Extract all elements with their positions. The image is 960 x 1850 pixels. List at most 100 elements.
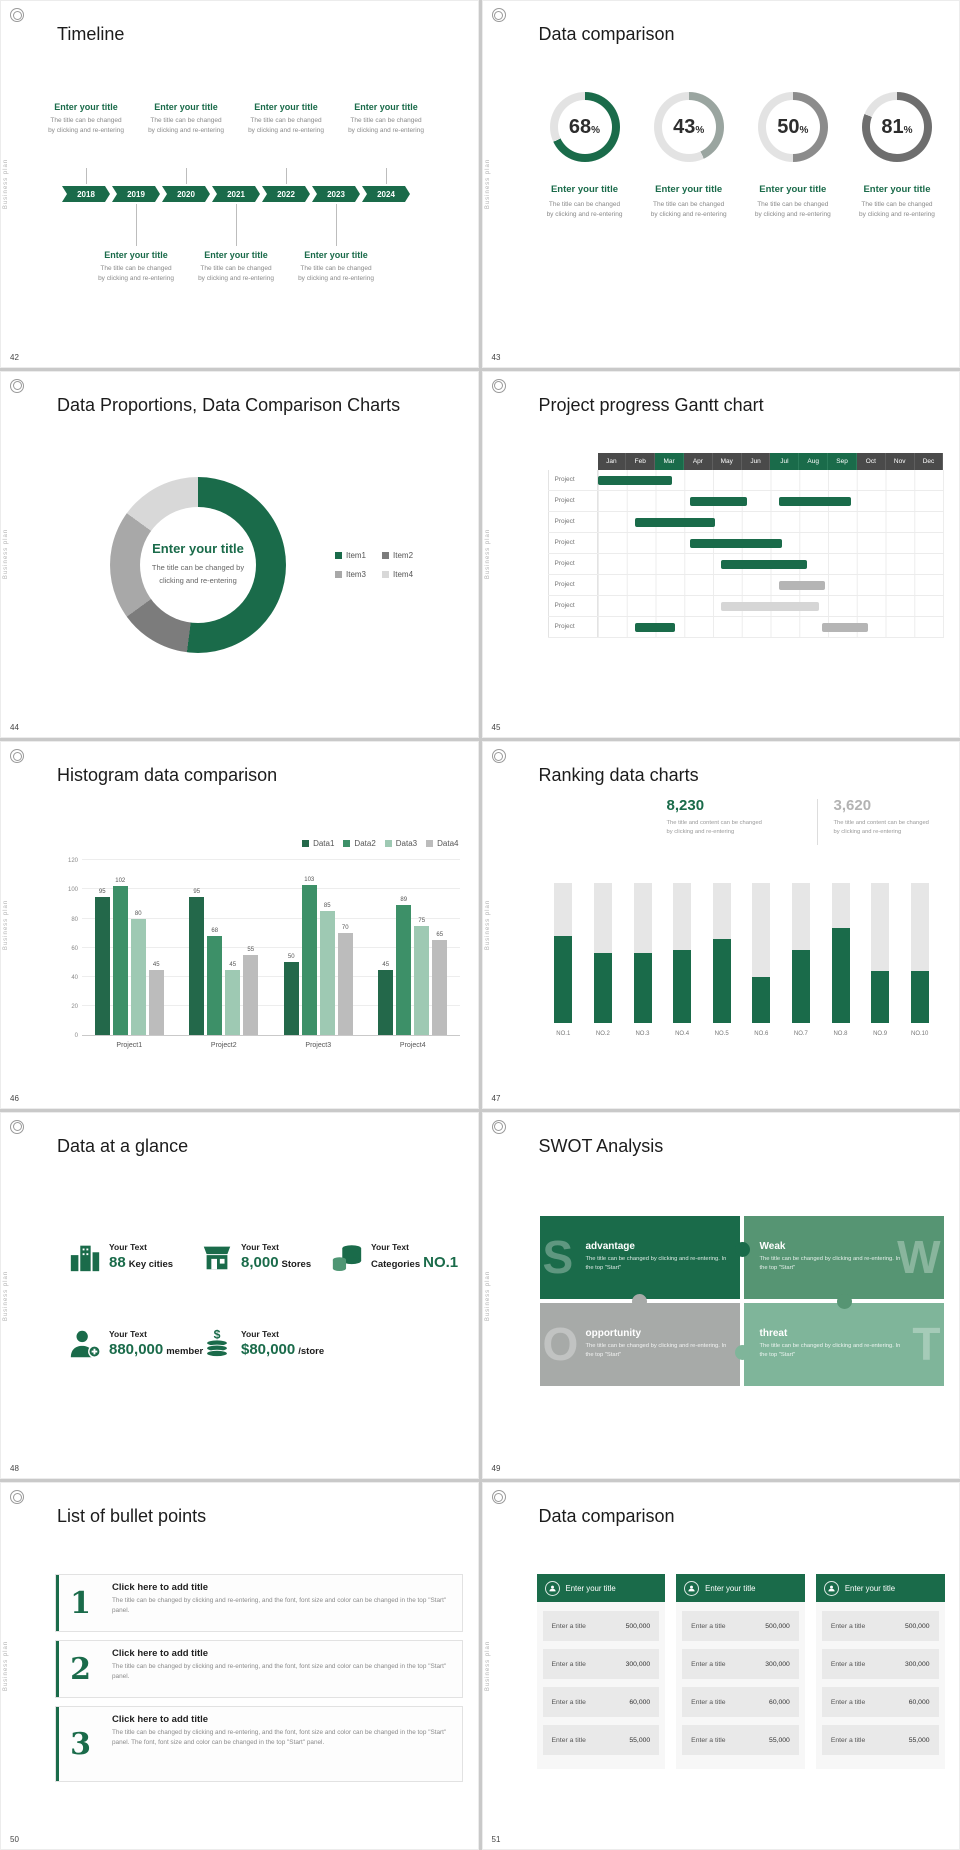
timeline-item-desc: The title can be changed by clicking and … <box>98 265 174 283</box>
histogram-bar <box>396 905 412 1036</box>
row-label: Enter a title <box>691 1698 726 1706</box>
timeline-item-title: Enter your title <box>154 102 218 112</box>
donut-item-desc: The title can be changed by clicking and … <box>546 201 623 219</box>
timeline-item-title: Enter your title <box>354 102 418 112</box>
donut-center-title: Enter your title <box>152 541 244 557</box>
bar-value-label: 85 <box>323 903 331 910</box>
gantt-row: Project <box>547 574 944 596</box>
histogram-bar <box>414 925 430 1036</box>
legend-label: Item2 <box>393 550 414 560</box>
slide-50-bullets[interactable]: Business plan List of bullet points 1 Cl… <box>0 1482 479 1850</box>
stat-text: Your Text 88 Key cities <box>109 1242 173 1271</box>
money-icon: $ <box>206 1327 228 1357</box>
gantt-body: Project Project Project Project Project Proje… <box>547 469 944 638</box>
gantt-row-label: Project <box>547 595 598 616</box>
rank-category-label: NO.8 <box>833 1031 848 1038</box>
swot-tile-title: opportunity <box>585 1328 642 1340</box>
donut-item-desc: The title can be changed by clicking and … <box>859 201 935 219</box>
card-row: Enter a title 55,000 <box>682 1725 799 1756</box>
row-label: Enter a title <box>691 1622 726 1630</box>
rank-category-label: NO.2 <box>595 1031 610 1038</box>
row-label: Enter a title <box>691 1736 726 1744</box>
row-label: Enter a title <box>830 1698 866 1706</box>
slide-42-timeline[interactable]: Business plan Timeline 2018 2019 2020 2021 2… <box>0 0 479 368</box>
rank-stats: 8,230 The title and content can be chang… <box>666 797 960 846</box>
slide-48-data-glance[interactable]: Business plan Data at a glance Your Text… <box>0 1111 479 1480</box>
bullet-number: 3 <box>56 1707 102 1782</box>
brand-logo-icon <box>10 378 24 393</box>
swot-letter-t: T <box>912 1318 941 1371</box>
y-axis-label: 120 <box>67 858 78 865</box>
legend-item: Data4 <box>426 839 459 849</box>
donut-item-title: Enter your title <box>655 184 723 195</box>
slide-49-swot[interactable]: Business plan SWOT Analysis S advantage … <box>481 1111 960 1480</box>
gantt-row: Project <box>547 616 944 638</box>
stat-secondary-desc-line2: by clicking and re-entering <box>833 829 902 836</box>
donut-item-desc: The title can be changed by clicking and … <box>650 201 727 219</box>
card-body: Enter a title 500,000 Enter a title 300,000… <box>816 1602 945 1765</box>
card-row: Enter a title 300,000 <box>542 1649 660 1680</box>
bar-value-label: 95 <box>193 888 201 895</box>
bullet-item-2: 2 Click here to add title The title can … <box>55 1640 463 1699</box>
card-header: Enter your title <box>676 1574 805 1603</box>
legend-swatch <box>343 840 351 848</box>
gridline <box>82 888 460 890</box>
slide-45-gantt[interactable]: Business plan Project progress Gantt cha… <box>481 370 960 739</box>
gantt-header: Jan Feb Mar Apr May Jun Jul Aug Sep Oct Nov Dec <box>548 452 944 470</box>
row-label: Enter a title <box>551 1660 586 1668</box>
slide-44-proportions[interactable]: Business plan Data Proportions, Data Com… <box>0 370 479 739</box>
puzzle-knob <box>734 1344 750 1360</box>
bar-value-label: 45 <box>152 961 160 968</box>
row-value: 55,000 <box>908 1736 930 1744</box>
histogram-bar <box>319 911 335 1036</box>
rank-bar <box>554 936 573 1024</box>
row-label: Enter a title <box>830 1622 866 1630</box>
gantt-cells <box>597 511 944 532</box>
x-axis-label: Project4 <box>399 1042 426 1050</box>
y-axis-label: 0 <box>74 1033 78 1040</box>
legend-label: Data4 <box>437 839 459 849</box>
bar-value-label: 55 <box>247 946 255 953</box>
person-icon <box>823 1580 839 1596</box>
page-title: SWOT Analysis <box>538 1135 664 1156</box>
gantt-chart: Jan Feb Mar Apr May Jun Jul Aug Sep Oct Nov Dec Pro… <box>547 452 944 638</box>
stat-text: Your Text 880,000 member <box>109 1329 203 1358</box>
gridline <box>82 917 460 919</box>
donut-item-title: Enter your title <box>863 184 931 195</box>
row-value: 500,000 <box>904 1622 930 1630</box>
rank-bar <box>910 971 929 1024</box>
slide-number: 47 <box>491 1093 501 1103</box>
rank-category-label: NO.7 <box>793 1031 808 1038</box>
categories-icon <box>332 1244 362 1271</box>
member-icon <box>70 1330 101 1358</box>
stat-secondary-desc-line1: The title and content can be changed <box>833 820 929 827</box>
gantt-row-label: Project <box>547 469 598 490</box>
gantt-month-header: Nov <box>885 452 915 470</box>
slide-51-data-comparison[interactable]: Business plan Data comparison Enter your… <box>481 1482 960 1850</box>
bar-value-label: 102 <box>115 878 126 885</box>
page-title: Histogram data comparison <box>57 765 278 786</box>
swot-tile-desc: The title can be changed by clicking and… <box>759 1343 901 1359</box>
y-axis-label: 100 <box>67 887 78 894</box>
stat-primary-desc-line1: The title and content can be changed <box>666 820 762 827</box>
svg-text:$: $ <box>214 1327 221 1341</box>
gridline <box>82 975 460 977</box>
donut-item: 43% Enter your title The title can be chan… <box>641 92 737 221</box>
side-label: Business plan <box>3 1641 9 1692</box>
bar-value-label: 50 <box>287 954 295 961</box>
gantt-row: Project <box>547 490 944 512</box>
y-axis-label: 60 <box>71 945 78 952</box>
y-axis-label: 80 <box>71 916 78 923</box>
gantt-bar <box>821 622 868 632</box>
slide-46-histogram[interactable]: Business plan Histogram data comparison … <box>0 741 479 1109</box>
slide-47-ranking[interactable]: Business plan Ranking data charts 8,230 … <box>481 741 960 1109</box>
slide-43-data-comparison[interactable]: Business plan Data comparison 68% Enter y… <box>481 0 960 368</box>
row-label: Enter a title <box>830 1660 866 1668</box>
stat-unit: member <box>166 1346 204 1358</box>
gantt-bar <box>597 475 673 485</box>
row-value: 500,000 <box>625 1622 651 1630</box>
timeline-item-title: Enter your title <box>204 250 268 260</box>
histogram-bar <box>243 954 259 1036</box>
store-icon <box>203 1246 231 1270</box>
side-label: Business plan <box>484 158 491 209</box>
